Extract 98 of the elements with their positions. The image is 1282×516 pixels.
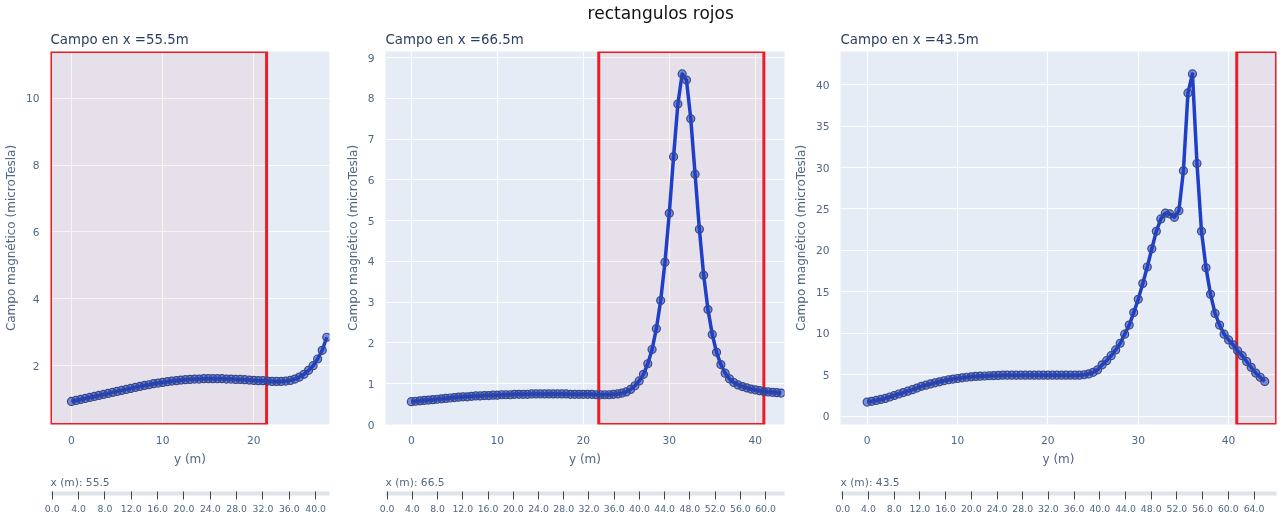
x2-tick-label: 20.0 xyxy=(173,502,195,514)
x-tick-label: 10 xyxy=(155,433,170,447)
x-tick-label: 40 xyxy=(748,433,763,447)
x2-tick-label: 20.0 xyxy=(502,502,524,514)
x2-tick-label: 40.0 xyxy=(629,502,650,514)
y-tick-label: 0 xyxy=(822,410,830,424)
y-tick-label: 3 xyxy=(367,296,375,310)
y-tick-label: 1 xyxy=(367,377,375,391)
x2-tick-label: 12.0 xyxy=(120,502,142,514)
x-tick-label: 40 xyxy=(1221,433,1236,447)
text: rectangulos rojos xyxy=(587,2,734,23)
y-tick-label: 35 xyxy=(815,120,830,134)
x-axis-title: y (m) xyxy=(174,451,206,466)
point xyxy=(317,345,327,355)
x2-tick-label: 0.0 xyxy=(835,502,851,514)
x2-tick-label: 16.0 xyxy=(935,502,957,514)
x2-tick-label: 36.0 xyxy=(603,502,625,514)
x2-tick-label: 40.0 xyxy=(305,502,327,514)
x-tick-label: 30 xyxy=(1131,433,1146,447)
y-tick-label: 5 xyxy=(367,214,375,228)
y-tick-label: 6 xyxy=(32,225,40,239)
x2-tick-label: 24.0 xyxy=(986,502,1008,514)
y-tick-label: 0 xyxy=(367,418,375,432)
x2-tick-label: 32.0 xyxy=(1038,502,1059,514)
x2-tick-label: 60.0 xyxy=(755,502,777,514)
x2-tick-label: 20.0 xyxy=(960,502,982,514)
x2-tick-label: 12.0 xyxy=(452,502,474,514)
x2-tick-label: 4.0 xyxy=(71,502,87,514)
y-tick-label: 15 xyxy=(815,285,830,299)
y-tick-label: 4 xyxy=(32,292,40,306)
x2-tick-label: 32.0 xyxy=(252,502,274,514)
x2-tick-label: 4.0 xyxy=(404,502,420,514)
y-tick-label: 20 xyxy=(815,244,830,258)
x2-tick-label: 48.0 xyxy=(679,502,701,514)
y-tick-label: 2 xyxy=(32,359,40,373)
text: x (m): 66.5 xyxy=(385,475,445,489)
x-tick-label: 20 xyxy=(247,433,261,447)
y-tick-label: 4 xyxy=(367,255,375,269)
x2-tick-label: 44.0 xyxy=(654,502,676,514)
x2-tick-label: 28.0 xyxy=(1012,502,1034,514)
text: x (m): 43.5 xyxy=(840,475,900,489)
x2-tick-label: 48.0 xyxy=(1140,502,1162,514)
x2-tick-label: 16.0 xyxy=(147,502,169,514)
y-tick-label: 10 xyxy=(815,327,830,341)
x2-tick-label: 44.0 xyxy=(1115,502,1136,514)
x2-tick-label: 36.0 xyxy=(278,502,300,514)
x2-tick-label: 32.0 xyxy=(578,502,600,514)
x2-tick-label: 28.0 xyxy=(553,502,575,514)
x2-tick-label: 60.0 xyxy=(1217,502,1239,514)
x2-tick-label: 64.0 xyxy=(1243,502,1265,514)
y-tick-label: 30 xyxy=(815,161,830,175)
y-axis-title: Campo magnético (microTesla) xyxy=(793,144,808,332)
x2-tick-label: 40.0 xyxy=(1089,502,1111,514)
x2-tick-label: 4.0 xyxy=(861,502,876,514)
y-tick-label: 40 xyxy=(815,78,830,92)
point xyxy=(313,354,323,364)
x2-tick-label: 0.0 xyxy=(379,502,395,514)
chart-title: Campo en x =55.5m xyxy=(50,31,189,47)
x2-tick-label: 0.0 xyxy=(44,502,60,514)
x2-tick-label: 36.0 xyxy=(1063,502,1085,514)
x-axis-title: y (m) xyxy=(1042,451,1075,466)
point xyxy=(308,361,318,371)
y-tick-label: 2 xyxy=(367,336,375,350)
x-tick-label: 0 xyxy=(68,433,76,447)
x2-tick-label: 24.0 xyxy=(528,502,549,514)
x2-tick-label: 52.0 xyxy=(704,502,726,514)
y-tick-label: 5 xyxy=(822,368,830,382)
y-tick-label: 7 xyxy=(367,133,375,147)
y-tick-label: 9 xyxy=(367,51,375,65)
x2-tick-label: 52.0 xyxy=(1166,502,1188,514)
x2-tick-label: 56.0 xyxy=(1192,502,1214,514)
x-tick-label: 10 xyxy=(490,433,505,447)
y-axis-title: Campo magnético (microTesla) xyxy=(345,144,360,332)
x2-tick-label: 28.0 xyxy=(226,502,248,514)
x2-tick-label: 16.0 xyxy=(477,502,499,514)
chart-title: Campo en x =43.5m xyxy=(840,31,979,47)
y-tick-label: 8 xyxy=(32,159,40,173)
x2-tick-label: 24.0 xyxy=(199,502,221,514)
x-tick-label: 0 xyxy=(863,433,871,447)
x2-tick-label: 12.0 xyxy=(909,502,931,514)
x-tick-label: 0 xyxy=(407,433,415,447)
x-tick-label: 20 xyxy=(576,433,591,447)
y-tick-label: 10 xyxy=(25,92,40,106)
y-tick-label: 25 xyxy=(815,202,830,216)
x2-tick-label: 8.0 xyxy=(886,502,902,514)
x2-tick-label: 8.0 xyxy=(97,502,113,514)
chart-title: Campo en x =66.5m xyxy=(385,31,524,47)
y-tick-label: 8 xyxy=(367,92,375,106)
point xyxy=(322,332,330,342)
x2-tick-label: 56.0 xyxy=(729,502,751,514)
x-tick-label: 30 xyxy=(662,433,677,447)
text: x (m): 55.5 xyxy=(50,475,110,489)
x-tick-label: 20 xyxy=(1041,433,1055,447)
y-axis-title: Campo magnético (microTesla) xyxy=(3,144,18,332)
x-axis-title: y (m) xyxy=(569,451,601,466)
y-tick-label: 6 xyxy=(367,173,375,187)
x2-tick-label: 8.0 xyxy=(430,502,446,514)
x-tick-label: 10 xyxy=(950,433,965,447)
